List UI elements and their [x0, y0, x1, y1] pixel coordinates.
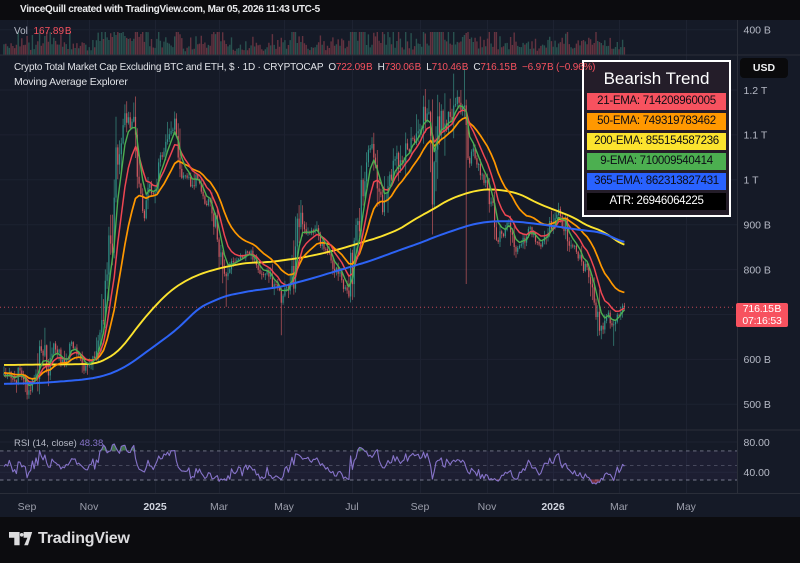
svg-text:Nov: Nov — [478, 501, 497, 513]
svg-text:May: May — [274, 501, 295, 513]
svg-text:500 B: 500 B — [744, 399, 771, 411]
svg-text:1.2 T: 1.2 T — [744, 85, 768, 97]
svg-text:400 B: 400 B — [744, 25, 771, 37]
svg-text:Jul: Jul — [345, 501, 358, 513]
svg-text:May: May — [676, 501, 697, 513]
svg-text:1 T: 1 T — [744, 175, 760, 187]
svg-text:2026: 2026 — [541, 501, 565, 513]
svg-text:Sep: Sep — [411, 501, 430, 513]
svg-text:1.1 T: 1.1 T — [744, 130, 768, 142]
svg-text:2025: 2025 — [143, 501, 167, 513]
svg-text:40.00: 40.00 — [744, 467, 770, 479]
svg-text:80.00: 80.00 — [744, 437, 770, 449]
svg-text:Mar: Mar — [210, 501, 229, 513]
svg-text:Mar: Mar — [610, 501, 629, 513]
svg-text:800 B: 800 B — [744, 264, 771, 276]
svg-text:600 B: 600 B — [744, 354, 771, 366]
svg-text:Nov: Nov — [80, 501, 99, 513]
svg-text:Sep: Sep — [18, 501, 37, 513]
svg-text:900 B: 900 B — [744, 220, 771, 232]
